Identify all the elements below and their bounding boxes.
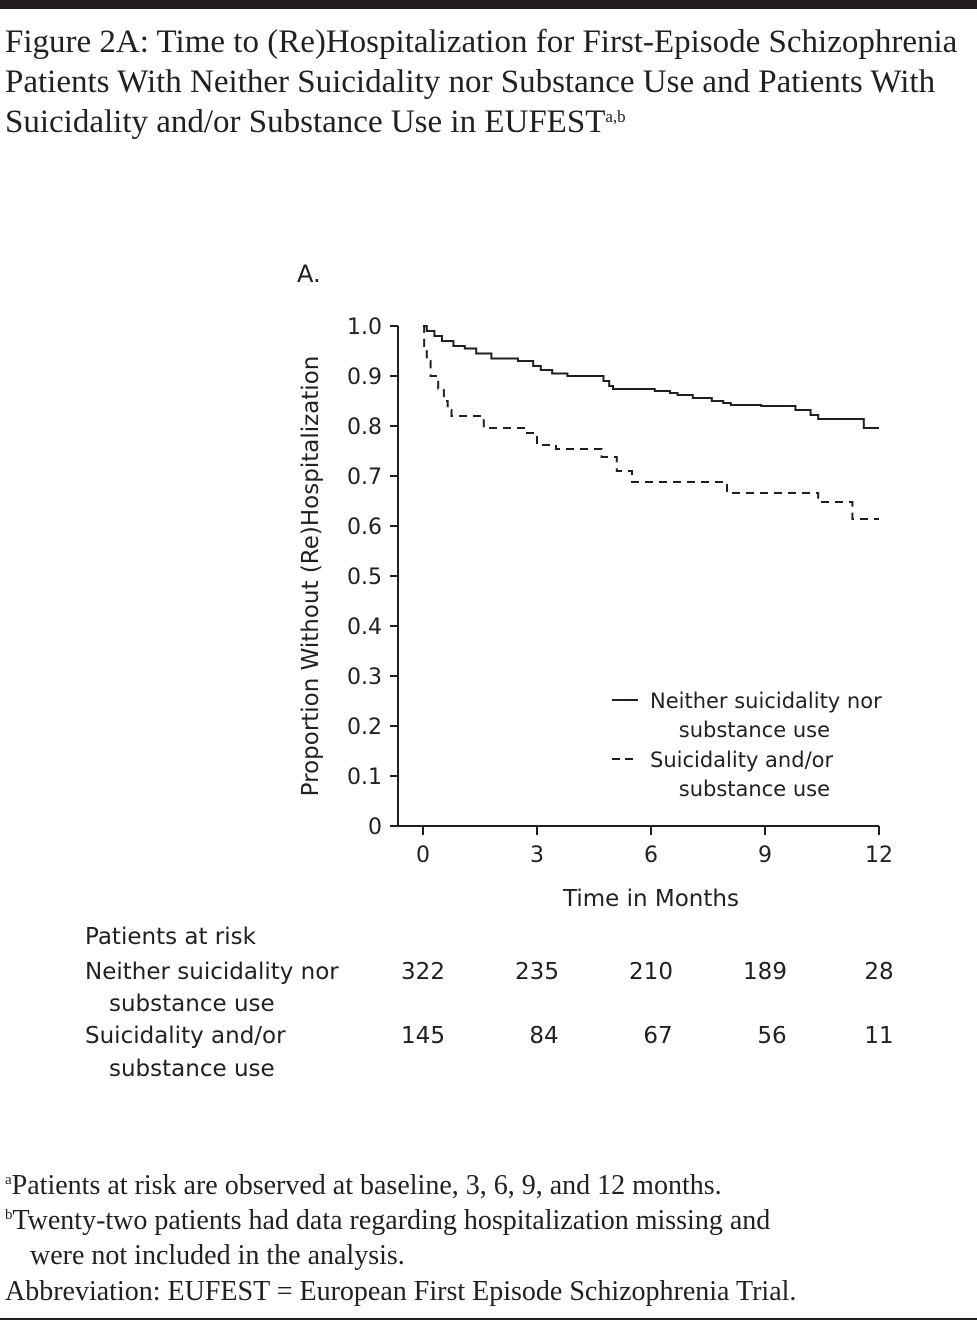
risk-value: 28 [864,959,893,985]
y-tick-label: 0.6 [347,515,382,540]
y-tick-label: 0.3 [347,665,382,690]
figure-title: Figure 2A: Time to (Re)Hospitalization f… [5,22,965,142]
x-tick-label: 3 [530,843,544,868]
y-tick-label: 0.2 [347,715,382,740]
risk-value: 235 [515,959,559,985]
risk-row2-label-a: Suicidality and/or [85,1023,286,1049]
footnote-mark: b [5,1207,13,1223]
risk-value: 145 [401,1023,445,1049]
footnote-text: were not included in the analysis. [30,1240,405,1271]
risk-row2-label-b: substance use [109,1056,275,1082]
risk-value: 322 [401,959,445,985]
risk-row1-label-a: Neither suicidality nor [85,959,339,985]
footnote-mark: a [5,1172,12,1188]
km-curve-solid [423,325,879,429]
y-tick-label: 0.1 [347,765,382,790]
x-tick-label: 9 [758,843,772,868]
y-tick-label: 0.5 [347,565,382,590]
legend: Neither suicidality nor substance use Su… [612,689,882,801]
risk-value: 11 [864,1023,893,1049]
top-rule [0,0,977,9]
legend-label-1b: substance use [679,718,830,742]
footnote-a: aPatients at risk are observed at baseli… [5,1170,722,1202]
risk-value: 67 [643,1023,672,1049]
legend-label-1a: Neither suicidality nor [650,689,882,713]
footnote-b: bTwenty-two patients had data regarding … [5,1205,770,1237]
risk-value: 189 [743,959,787,985]
legend-label-2a: Suicidality and/or [650,748,833,772]
footnote-text: Patients at risk are observed at baselin… [11,1170,722,1201]
y-tick-label: 1.0 [347,315,382,340]
risk-heading: Patients at risk [85,924,257,950]
x-tick-label: 6 [644,843,658,868]
panel-label: A. [297,260,321,288]
x-tick-label: 12 [865,843,893,868]
risk-row1-label-b: substance use [109,991,275,1017]
footnote-b-cont: were not included in the analysis. [30,1240,405,1272]
footnote-text: Abbreviation: EUFEST = European First Ep… [5,1276,797,1307]
bottom-rule [0,1318,977,1320]
risk-value: 56 [757,1023,786,1049]
footnote-text: Twenty-two patients had data regarding h… [12,1205,771,1236]
y-tick-label: 0.8 [347,415,382,440]
y-tick-label: 0.4 [347,615,382,640]
legend-label-2b: substance use [679,777,830,801]
risk-table: Patients at risk Neither suicidality nor… [85,924,894,1082]
y-tick-label: 0 [368,815,382,840]
figure-title-text: Figure 2A: Time to (Re)Hospitalization f… [5,24,958,140]
y-axis-label: Proportion Without (Re)Hospitalization [298,356,324,797]
risk-value: 84 [529,1023,558,1049]
title-superscript: a,b [605,107,626,126]
abbreviation-note: Abbreviation: EUFEST = European First Ep… [5,1276,796,1308]
y-tick-label: 0.7 [347,465,382,490]
y-tick-label: 0.9 [347,365,382,390]
risk-value: 210 [629,959,673,985]
x-tick-label: 0 [416,843,430,868]
x-axis-label: Time in Months [562,886,739,912]
